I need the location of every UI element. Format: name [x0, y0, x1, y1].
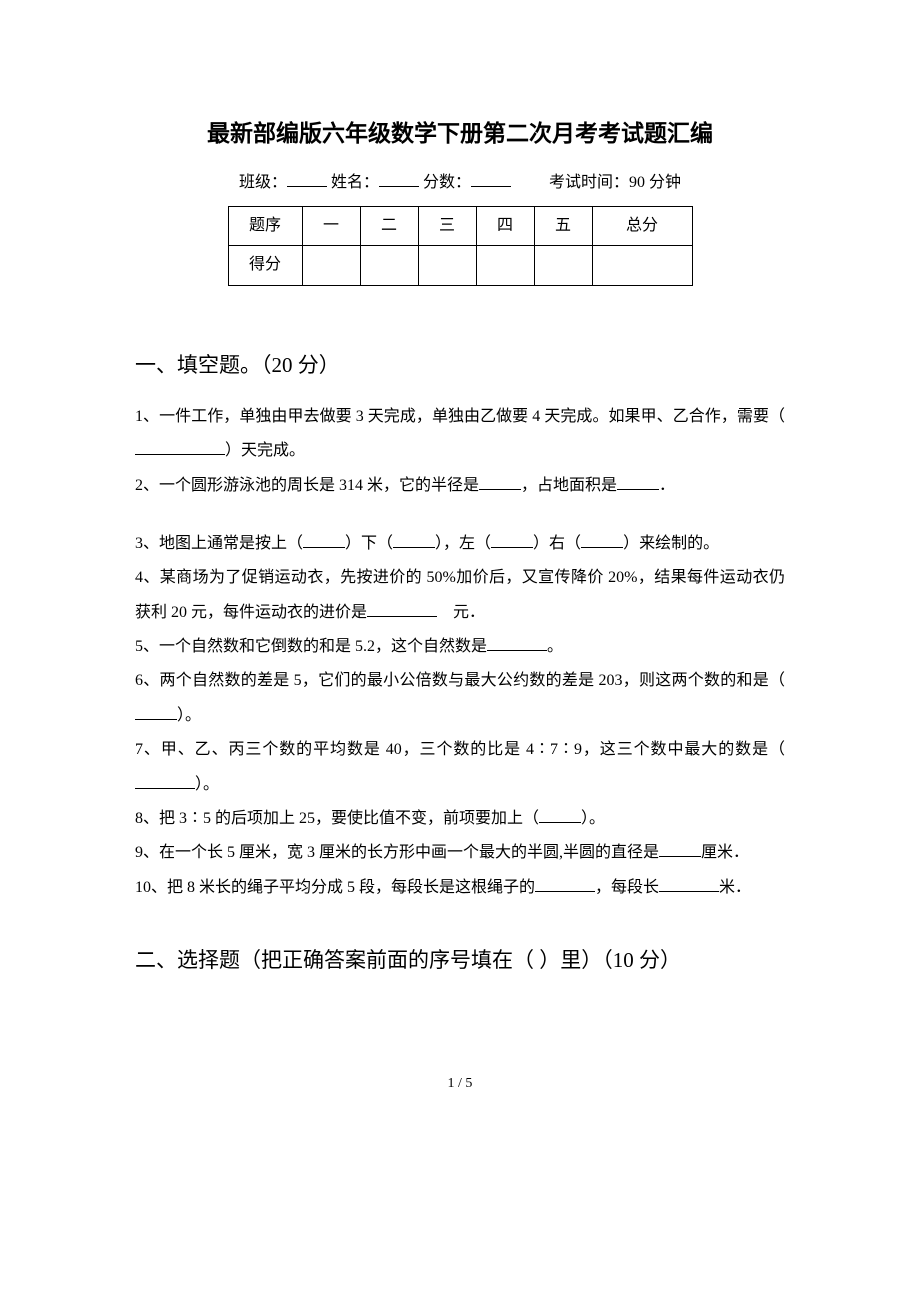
question-1: 1、一件工作，单独由甲去做要 3 天完成，单独由乙做要 4 天完成。如果甲、乙合…: [135, 400, 785, 469]
q-text: 9、在一个长 5 厘米，宽 3 厘米的长方形中画一个最大的半圆,半圆的直径是: [135, 844, 659, 861]
q-text: ）右（: [533, 535, 581, 552]
section-1-heading: 一、填空题。（20 分）: [135, 346, 785, 386]
score-cell: [360, 246, 418, 285]
blank: [135, 788, 195, 789]
blank: [659, 856, 701, 857]
q-text: 6、两个自然数的差是 5，它们的最小公倍数与最大公约数的差是 203，则这两个数…: [135, 672, 785, 689]
blank: [581, 547, 623, 548]
q-text: 3、地图上通常是按上（: [135, 535, 303, 552]
class-blank: [287, 171, 327, 187]
blank: [479, 489, 521, 490]
blank: [539, 822, 581, 823]
score-cell: 总分: [592, 207, 692, 246]
q-text: ）下（: [345, 535, 393, 552]
score-cell: 三: [418, 207, 476, 246]
score-cell: [476, 246, 534, 285]
q-text: 1、一件工作，单独由甲去做要 3 天完成，单独由乙做要 4 天完成。如果甲、乙合…: [135, 408, 785, 425]
q-text: ）。: [581, 810, 605, 827]
blank: [491, 547, 533, 548]
score-cell: 题序: [228, 207, 302, 246]
blank: [535, 891, 595, 892]
score-blank: [471, 171, 511, 187]
q-text: 2、一个圆形游泳池的周长是 314 米，它的半径是: [135, 477, 479, 494]
name-label: 姓名：: [331, 174, 379, 191]
q-text: ，占地面积是: [521, 477, 617, 494]
question-6: 6、两个自然数的差是 5，它们的最小公倍数与最大公约数的差是 203，则这两个数…: [135, 664, 785, 733]
q-text: 米．: [719, 879, 751, 896]
score-cell: [592, 246, 692, 285]
score-cell: [418, 246, 476, 285]
question-9: 9、在一个长 5 厘米，宽 3 厘米的长方形中画一个最大的半圆,半圆的直径是 厘米…: [135, 836, 785, 870]
blank: [617, 489, 659, 490]
blank: [135, 719, 177, 720]
q-text: ）。: [177, 707, 201, 724]
q-text: ．: [659, 477, 675, 494]
blank: [135, 454, 225, 455]
score-table-header-row: 题序 一 二 三 四 五 总分: [228, 207, 692, 246]
section-2-heading: 二、选择题（把正确答案前面的序号填在（ ）里）（10 分）: [135, 941, 785, 981]
q-text: 8、把 3∶5 的后项加上 25，要使比值不变，前项要加上（: [135, 810, 539, 827]
question-10: 10、把 8 米长的绳子平均分成 5 段，每段长是这根绳子的 ，每段长 米．: [135, 871, 785, 905]
score-table: 题序 一 二 三 四 五 总分 得分: [228, 206, 693, 286]
exam-time: 考试时间：90 分钟: [549, 174, 681, 191]
question-5: 5、一个自然数和它倒数的和是 5.2，这个自然数是 。: [135, 630, 785, 664]
blank: [659, 891, 719, 892]
score-label: 分数：: [423, 174, 471, 191]
question-7: 7、甲、乙、丙三个数的平均数是 40，三个数的比是 4∶7∶9，这三个数中最大的…: [135, 733, 785, 802]
q-text: ）天完成。: [225, 442, 305, 459]
q-text: 厘米．: [701, 844, 749, 861]
q-text: 7、甲、乙、丙三个数的平均数是 40，三个数的比是 4∶7∶9，这三个数中最大的…: [135, 741, 785, 758]
page-title: 最新部编版六年级数学下册第二次月考考试题汇编: [135, 112, 785, 156]
score-cell: [302, 246, 360, 285]
exam-meta: 班级： 姓名： 分数： 考试时间：90 分钟: [135, 168, 785, 198]
blank: [367, 616, 437, 617]
score-cell: 二: [360, 207, 418, 246]
score-cell: 五: [534, 207, 592, 246]
blank: [303, 547, 345, 548]
q-text: ）。: [195, 776, 219, 793]
score-cell: 四: [476, 207, 534, 246]
question-8: 8、把 3∶5 的后项加上 25，要使比值不变，前项要加上（ ）。: [135, 802, 785, 836]
blank: [393, 547, 435, 548]
score-table-score-row: 得分: [228, 246, 692, 285]
score-cell: 得分: [228, 246, 302, 285]
blank: [487, 650, 547, 651]
q-text: 5、一个自然数和它倒数的和是 5.2，这个自然数是: [135, 638, 487, 655]
q-text: ），左（: [435, 535, 491, 552]
question-3: 3、地图上通常是按上（ ）下（ ），左（ ）右（ ）来绘制的。: [135, 527, 785, 561]
question-4: 4、某商场为了促销运动衣，先按进价的 50%加价后，又宣传降价 20%，结果每件…: [135, 561, 785, 630]
q-text: 10、把 8 米长的绳子平均分成 5 段，每段长是这根绳子的: [135, 879, 535, 896]
class-label: 班级：: [239, 174, 287, 191]
q-text: 元．: [437, 604, 485, 621]
question-2: 2、一个圆形游泳池的周长是 314 米，它的半径是 ，占地面积是 ．: [135, 469, 785, 503]
page-number: 1 / 5: [135, 1071, 785, 1098]
q-text: ）来绘制的。: [623, 535, 719, 552]
name-blank: [379, 171, 419, 187]
q-text: ，每段长: [595, 879, 659, 896]
score-cell: 一: [302, 207, 360, 246]
score-cell: [534, 246, 592, 285]
q-text: 。: [547, 638, 563, 655]
